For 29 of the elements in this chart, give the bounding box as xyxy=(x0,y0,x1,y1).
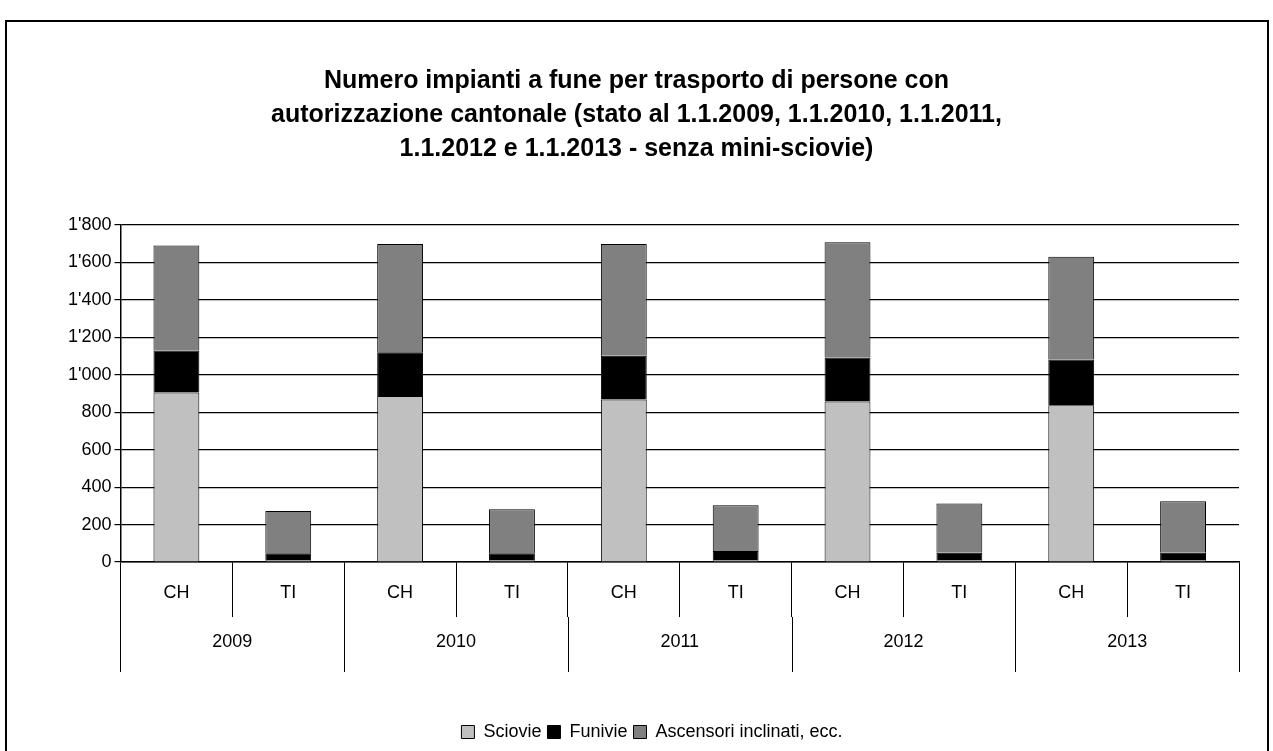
chart-title: Numero impianti a fune per trasporto di persone con autorizzazione cantonale (stato al 1.1.2009, 1.1.2010, 1.1.2011, 1.1.2012 e 1.1.2013 - senza mini-sciovie) xyxy=(270,64,1003,163)
legend-label: Sciovie xyxy=(483,720,542,741)
x-tick-label: TI xyxy=(951,581,968,602)
y-tick-label: 1'000 xyxy=(68,363,112,384)
x-tick-label: CH xyxy=(834,581,861,602)
y-tick-label: 1'600 xyxy=(68,251,112,272)
y-tick-label: 1'800 xyxy=(68,213,112,234)
text: 2010 xyxy=(436,631,477,652)
y-tick-label: 200 xyxy=(81,513,112,534)
x-tick-label: TI xyxy=(503,581,520,602)
y-tick-label: 0 xyxy=(101,550,112,571)
text: 2011 xyxy=(660,631,700,652)
x-tick-label: CH xyxy=(610,581,637,602)
y-tick-label: 1'400 xyxy=(68,288,112,309)
text: 2013 xyxy=(1107,631,1148,652)
text: 2012 xyxy=(883,631,924,652)
x-tick-label: TI xyxy=(1175,581,1192,602)
legend-label: Funivie xyxy=(569,720,628,741)
x-tick-label: CH xyxy=(163,581,190,602)
x-tick-label: TI xyxy=(280,581,297,602)
x-tick-label: CH xyxy=(1058,581,1085,602)
text: 2009 xyxy=(212,631,253,652)
x-tick-label: CH xyxy=(387,581,414,602)
y-tick-label: 400 xyxy=(81,476,112,497)
x-tick-label: TI xyxy=(727,581,744,602)
y-tick-label: 600 xyxy=(81,438,112,459)
legend-label: Ascensori inclinati, ecc. xyxy=(655,720,843,741)
y-tick-label: 1'200 xyxy=(68,326,112,347)
y-tick-label: 800 xyxy=(81,401,112,422)
